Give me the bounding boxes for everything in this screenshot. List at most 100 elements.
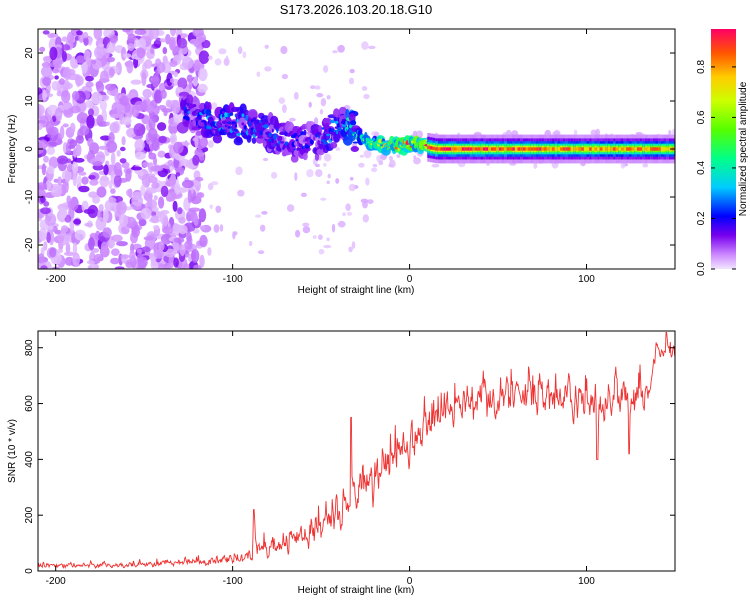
noise-blob	[168, 176, 177, 186]
noise-blob	[362, 214, 369, 223]
noise-blob	[198, 67, 208, 82]
noise-blob	[46, 165, 55, 175]
noise-blob	[105, 56, 116, 63]
noise-blob	[179, 244, 186, 256]
noise-blob	[199, 254, 205, 268]
noise-blob	[150, 215, 160, 223]
noise-blob	[316, 93, 324, 98]
noise-blob	[62, 102, 70, 110]
noise-blob	[642, 163, 649, 168]
noise-blob	[264, 66, 272, 72]
tone-band	[448, 147, 452, 151]
noise-blob	[114, 266, 125, 269]
tone-band	[538, 147, 543, 151]
ridge-blob	[350, 146, 359, 152]
noise-blob	[54, 107, 63, 121]
noise-blob	[264, 44, 269, 49]
noise-blob	[76, 30, 83, 36]
noise-blob	[170, 29, 177, 37]
noise-blob	[39, 227, 47, 242]
noise-blob	[93, 253, 104, 262]
noise-blob	[109, 34, 119, 44]
noise-blob	[160, 89, 167, 99]
noise-blob	[168, 254, 175, 269]
tone-band	[644, 147, 649, 151]
noise-blob	[99, 70, 109, 84]
tone-band	[541, 147, 545, 151]
tone-band	[522, 147, 527, 151]
noise-blob	[172, 200, 178, 212]
ridge-core	[229, 112, 234, 116]
noise-blob	[64, 256, 75, 266]
tone-band	[549, 147, 553, 151]
tone-band	[525, 147, 529, 151]
noise-blob	[201, 39, 211, 49]
ridge-core	[277, 135, 283, 142]
x-tick-label: -200	[46, 274, 66, 285]
noise-blob	[326, 237, 330, 242]
noise-blob	[137, 256, 148, 268]
noise-blob	[57, 155, 69, 165]
ridge-blob	[285, 121, 295, 134]
noise-blob	[337, 44, 345, 53]
noise-blob	[140, 184, 146, 196]
noise-blob	[326, 95, 331, 100]
noise-blob	[70, 58, 78, 69]
tone-band	[602, 147, 606, 151]
noise-blob	[193, 214, 199, 226]
noise-blob	[294, 172, 298, 181]
noise-blob	[52, 68, 60, 74]
noise-blob	[161, 233, 172, 245]
noise-blob	[346, 211, 353, 216]
noise-blob	[57, 176, 63, 186]
ridge-core	[316, 132, 321, 135]
snr-xlabel: Height of straight line (km)	[298, 585, 415, 596]
noise-blob	[184, 240, 193, 250]
tone-band	[623, 147, 627, 151]
noise-blob	[177, 207, 183, 215]
noise-blob	[157, 150, 166, 158]
noise-blob	[348, 183, 356, 192]
noise-blob	[348, 246, 353, 253]
ridge-core	[315, 133, 318, 138]
tone-band	[631, 147, 635, 151]
noise-blob	[150, 165, 161, 172]
ridge-core	[352, 141, 359, 144]
noise-blob	[72, 172, 78, 187]
snr-background	[38, 331, 675, 571]
noise-blob	[260, 224, 266, 232]
ridge-core	[192, 104, 197, 108]
noise-blob	[108, 131, 115, 144]
tone-band	[546, 147, 550, 151]
noise-blob	[59, 78, 65, 85]
tone-band	[647, 147, 651, 151]
tone-band	[557, 147, 561, 151]
noise-blob	[173, 141, 184, 154]
noise-blob	[210, 181, 219, 186]
tone-band	[658, 147, 662, 151]
noise-blob	[82, 31, 89, 39]
tone-band	[610, 147, 614, 151]
snr-ticks: -200 -100 0 100 0 200 400 600 800	[24, 331, 675, 587]
tone-band	[552, 147, 556, 151]
ridge-core	[185, 116, 190, 121]
ridge-core	[227, 126, 231, 129]
noise-blob	[43, 155, 49, 163]
noise-blob	[59, 207, 68, 219]
ridge-core	[243, 125, 247, 130]
noise-blob	[207, 183, 214, 191]
noise-blob	[91, 59, 97, 65]
x-tick-label: 0	[407, 576, 413, 587]
noise-blob	[39, 46, 46, 53]
tone-band	[578, 147, 582, 151]
ridge-blob	[186, 94, 194, 105]
noise-blob	[367, 199, 374, 205]
noise-blob	[61, 36, 69, 42]
noise-blob	[131, 194, 144, 207]
noise-blob	[302, 222, 310, 227]
noise-blob	[85, 99, 94, 109]
noise-blob	[162, 226, 174, 235]
noise-blob	[88, 237, 95, 251]
noise-blob	[173, 111, 184, 123]
